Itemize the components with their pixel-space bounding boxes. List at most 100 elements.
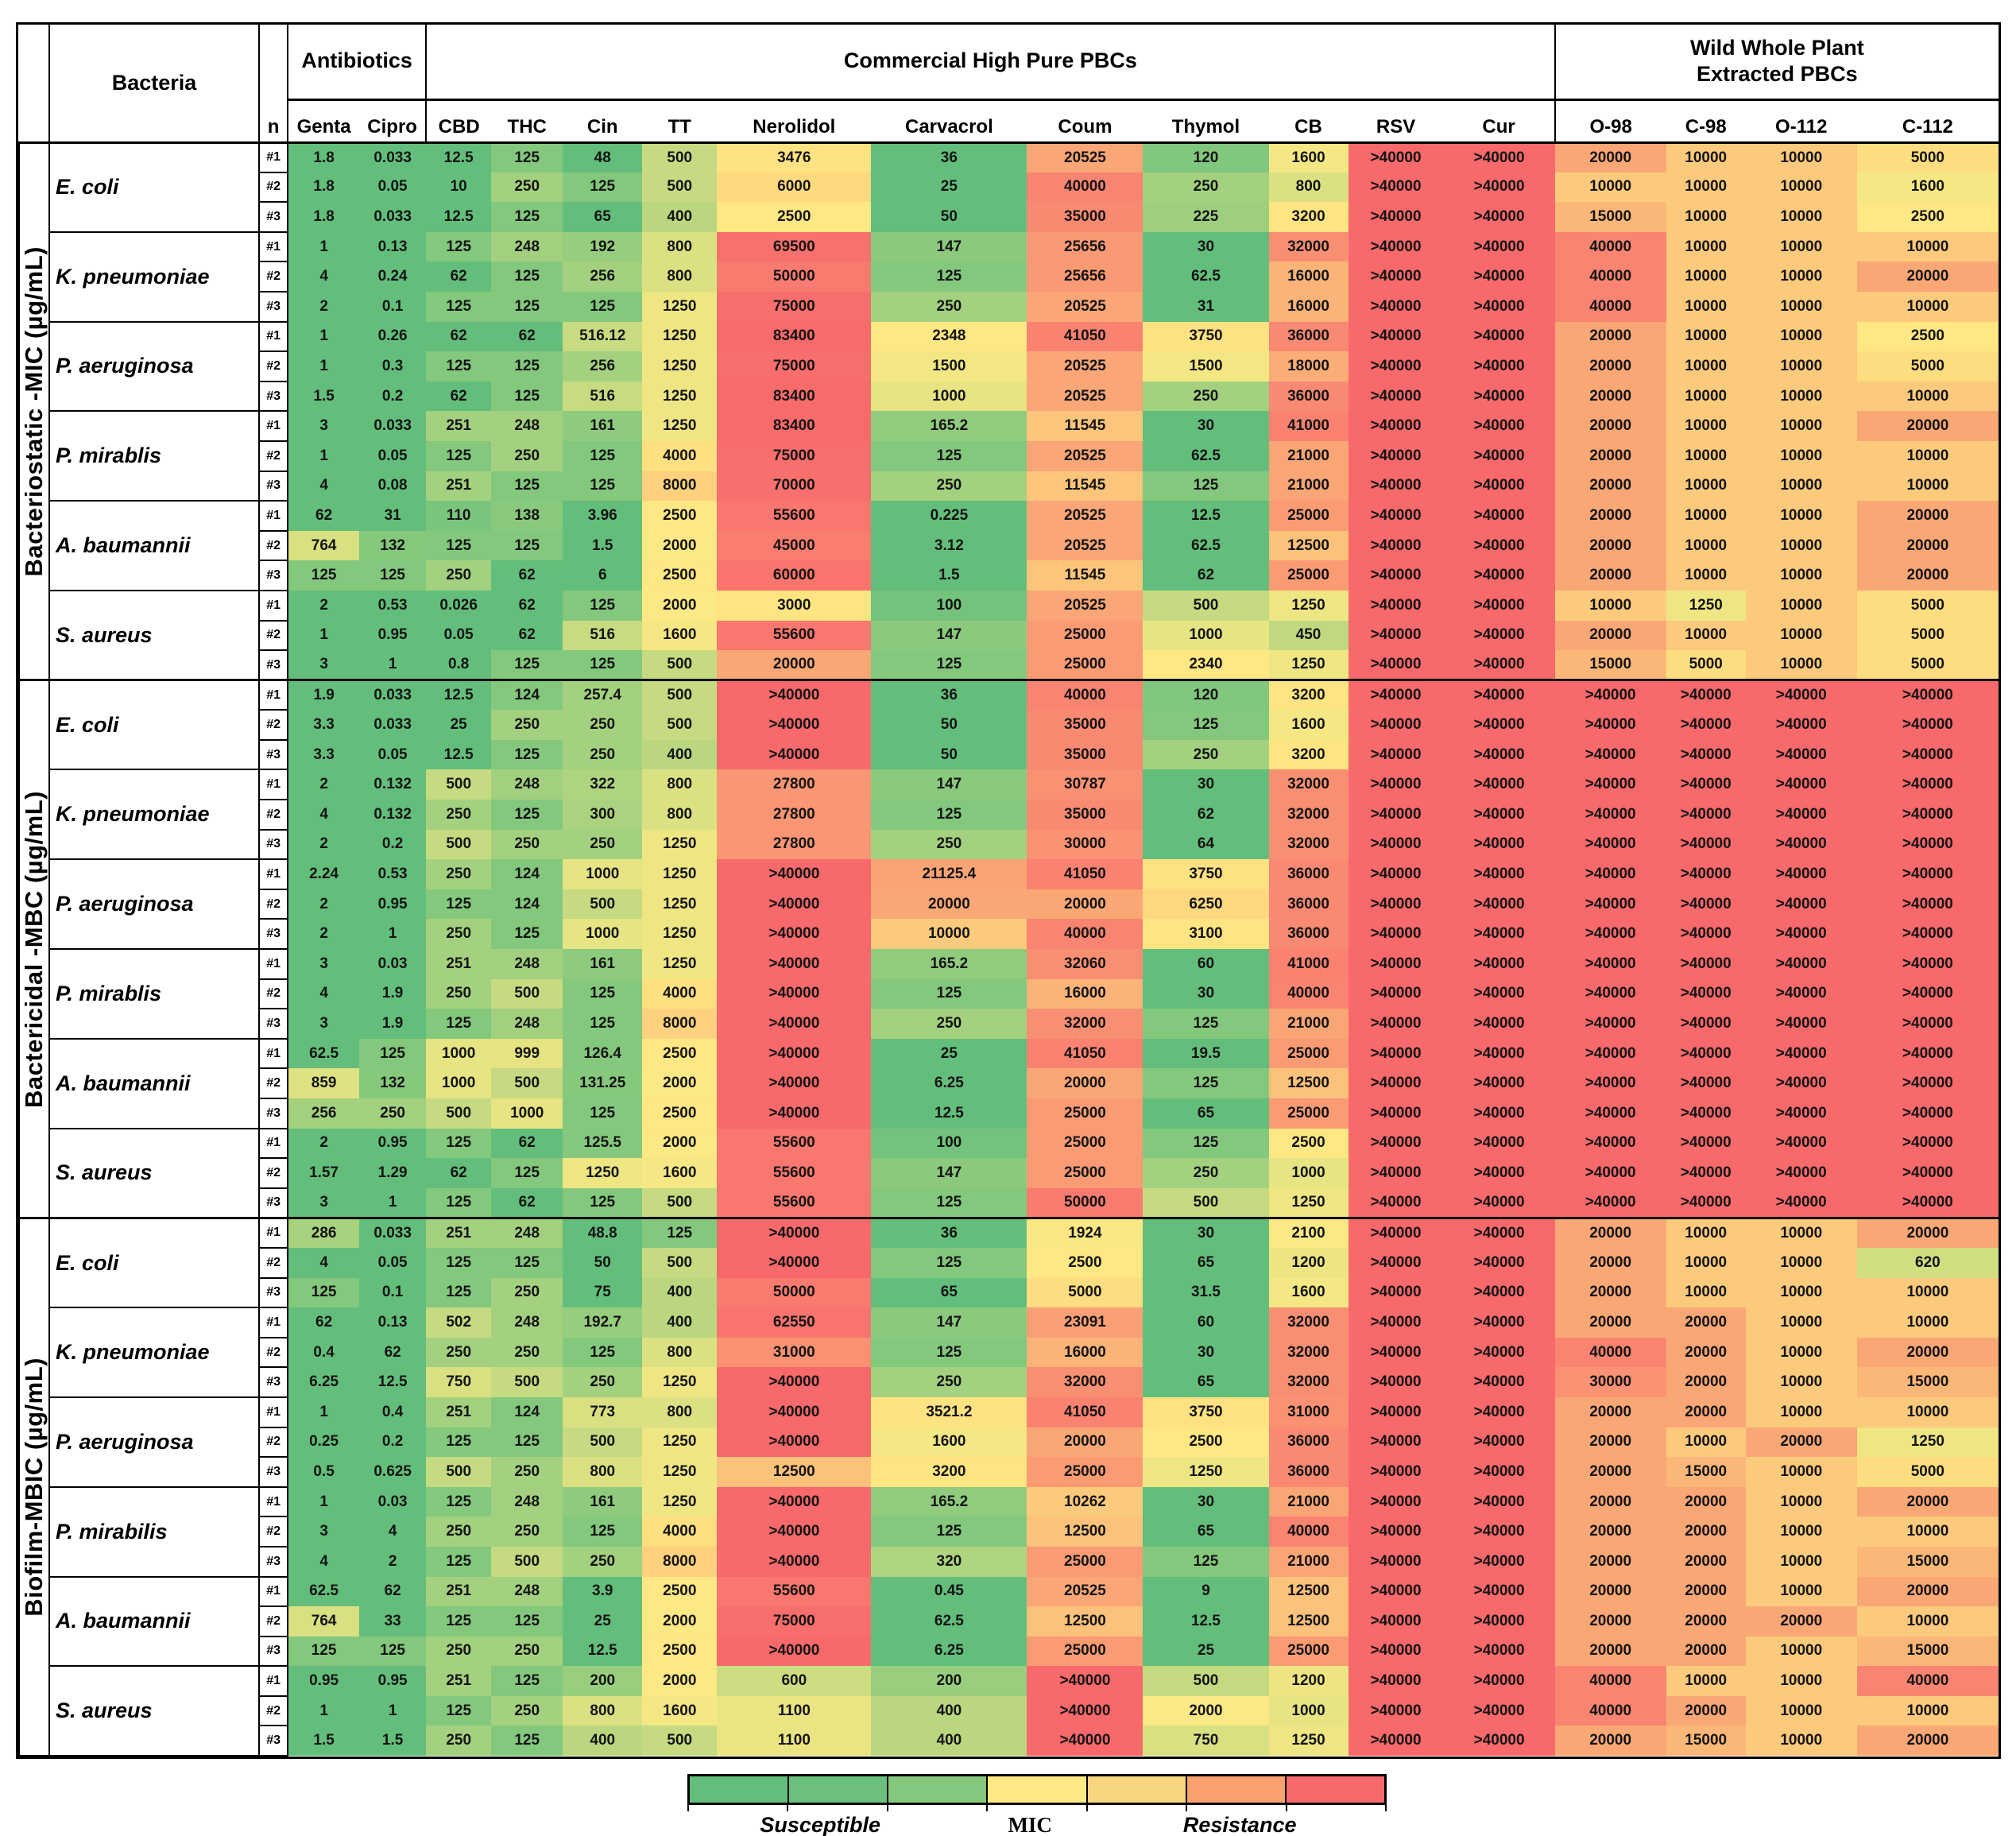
value-cell: 800 (642, 769, 718, 800)
value-cell: 1250 (1856, 1427, 1999, 1458)
value-cell: 20000 (1856, 1576, 1999, 1607)
section-label-cell: Bacteriostatic -MIC (µg/mL) (18, 141, 50, 681)
value-cell: 21125.4 (871, 859, 1027, 889)
value-cell: >40000 (1554, 1068, 1666, 1098)
value-cell: 1.29 (359, 1158, 427, 1188)
value-cell: >40000 (717, 1038, 872, 1069)
section-label: Biofilm-MBIC (µg/mL) (20, 1358, 48, 1617)
value-cell: 10000 (1666, 321, 1746, 352)
value-cell: 3476 (717, 142, 872, 172)
value-cell: 3 (288, 1516, 360, 1547)
value-cell: 3750 (1143, 859, 1269, 889)
value-cell: 36000 (1268, 1457, 1349, 1487)
value-cell: 25000 (1027, 1128, 1143, 1159)
value-cell: 1000 (1143, 620, 1269, 651)
replicate-cell: #1 (258, 858, 289, 890)
value-cell: 20000 (1554, 351, 1666, 382)
table-row: A. baumannii #1 62.5 62 251 248 3.9 2500 55600 0.… (19, 1575, 1999, 1668)
value-cell: >40000 (717, 1396, 872, 1427)
value-cell: 248 (491, 1576, 563, 1607)
value-cell: 250 (871, 829, 1027, 860)
value-cell: >40000 (1348, 351, 1444, 382)
value-cell: 0.625 (359, 1457, 427, 1487)
value-cell: 165.2 (871, 411, 1027, 441)
column-header-cin: Cin (563, 99, 643, 144)
value-cell: 125 (871, 1337, 1027, 1368)
value-cell: 10000 (1745, 142, 1857, 172)
value-cell: 3200 (1268, 679, 1349, 711)
value-cell: 1.5 (288, 1726, 360, 1757)
value-cell: >40000 (717, 919, 872, 950)
table-row: P. mirablis #1 3 0.033 251 248 161 1250 83400 165… (19, 410, 1999, 502)
value-cell: 40000 (1554, 261, 1666, 292)
value-cell: 125.5 (563, 1128, 643, 1159)
value-cell: >40000 (1443, 769, 1555, 800)
value-cell: 286 (288, 1216, 360, 1248)
value-cell: 10000 (1745, 1216, 1857, 1248)
value-cell: 500 (491, 1367, 563, 1397)
value-cell: 125 (1143, 1009, 1269, 1039)
value-cell: 256 (563, 261, 643, 292)
value-cell: 0.45 (871, 1576, 1027, 1607)
value-cell: 248 (491, 769, 563, 800)
value-cell: >40000 (1443, 1247, 1555, 1278)
value-cell: >40000 (1348, 1636, 1444, 1667)
value-cell: >40000 (1443, 381, 1555, 412)
column-header-carvacrol: Carvacrol (871, 99, 1027, 144)
value-cell: 25656 (1027, 231, 1143, 262)
table-row: #3 125 125 250 250 12.5 2500 >40000 6.25 25000 25 2… (19, 1635, 1999, 1668)
value-cell: 20000 (1554, 501, 1666, 531)
value-cell: 36000 (1268, 859, 1349, 889)
value-cell: 25000 (1027, 650, 1143, 680)
value-cell: 248 (491, 1307, 563, 1338)
value-cell: 750 (1143, 1726, 1269, 1757)
value-cell: 251 (426, 1576, 492, 1607)
value-cell: 125 (563, 978, 643, 1009)
value-cell: 2 (288, 590, 360, 621)
legend-segment (690, 1776, 790, 1803)
value-cell: 10000 (1745, 650, 1857, 680)
value-cell: 800 (642, 261, 718, 292)
value-cell: >40000 (1348, 530, 1444, 561)
value-cell: >40000 (717, 1009, 872, 1039)
value-cell: >40000 (1443, 650, 1555, 680)
value-cell: >40000 (1443, 291, 1555, 322)
value-cell: 257.4 (563, 679, 643, 711)
value-cell: 1200 (1268, 1247, 1349, 1278)
replicate-cell: #3 (258, 290, 289, 323)
value-cell: >40000 (1554, 710, 1666, 740)
value-cell: 250 (426, 919, 492, 950)
value-cell: 20000 (717, 650, 872, 680)
value-cell: 3.3 (288, 710, 360, 740)
value-cell: 125 (563, 1516, 643, 1547)
value-cell: 12.5 (1143, 1606, 1269, 1637)
table-row: A. baumannii #1 62.5 125 1000 999 126.4 2500 >40… (19, 1037, 1999, 1129)
value-cell: 10000 (1745, 291, 1857, 322)
value-cell: 1250 (642, 321, 718, 352)
value-cell: >40000 (1856, 1158, 1999, 1188)
value-cell: 10000 (1745, 1396, 1857, 1427)
value-cell: 859 (288, 1068, 360, 1098)
value-cell: >40000 (1348, 1187, 1444, 1218)
value-cell: 0.05 (426, 620, 492, 651)
value-cell: >40000 (1348, 1576, 1444, 1607)
value-cell: 1100 (717, 1726, 872, 1757)
value-cell: >40000 (1554, 1098, 1666, 1129)
value-cell: 1600 (642, 1158, 718, 1188)
value-cell: 62 (426, 1158, 492, 1188)
value-cell: >40000 (1348, 1546, 1444, 1577)
value-cell: 64 (1143, 829, 1269, 860)
value-cell: >40000 (717, 1216, 872, 1248)
value-cell: 2000 (642, 590, 718, 621)
value-cell: >40000 (1856, 1009, 1999, 1039)
bacteria-name-cell: K. pneumoniae (48, 1307, 261, 1398)
value-cell: 20000 (1666, 1546, 1746, 1577)
table-row: #2 0.25 0.2 125 125 500 1250 >40000 1600 20000 250… (19, 1426, 1999, 1458)
value-cell: 20000 (1666, 1486, 1746, 1517)
value-cell: 0.95 (359, 1128, 427, 1159)
value-cell: 8000 (642, 471, 718, 502)
value-cell: 62.5 (288, 1038, 360, 1069)
table-row: #3 256 250 500 1000 125 2500 >40000 12.5 25000 65 2… (19, 1098, 1999, 1129)
value-cell: 500 (426, 1457, 492, 1487)
